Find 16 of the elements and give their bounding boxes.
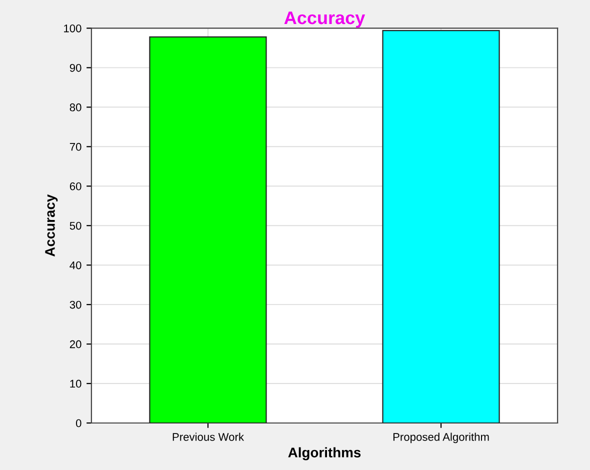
y-tick-label: 10 bbox=[70, 380, 82, 388]
y-tick-label: 50 bbox=[70, 222, 82, 230]
y-tick-label: 100 bbox=[64, 24, 82, 32]
y-axis-title: Accuracy bbox=[45, 194, 58, 257]
x-axis-title: Algorithms bbox=[288, 447, 361, 460]
y-tick-label: 0 bbox=[76, 419, 82, 428]
y-tick-label: 20 bbox=[70, 340, 82, 348]
x-tick-label: Proposed Algorithm bbox=[393, 432, 489, 444]
y-tick-label: 90 bbox=[70, 64, 82, 72]
y-tick-label: 30 bbox=[70, 300, 82, 309]
chart-title: Accuracy bbox=[284, 12, 366, 28]
y-tick-label: 40 bbox=[70, 261, 82, 270]
x-tick-label: Previous Work bbox=[172, 432, 244, 441]
y-tick-label: 60 bbox=[70, 182, 82, 190]
y-tick-label: 70 bbox=[70, 142, 82, 151]
y-tick-label: 80 bbox=[70, 103, 82, 112]
